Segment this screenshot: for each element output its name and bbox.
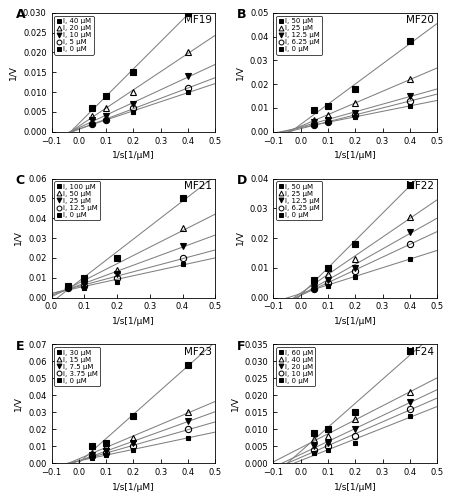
Legend: I, 100 μM, I, 50 μM, I, 25 μM, I, 12.5 μM, I, 0 μM: I, 100 μM, I, 50 μM, I, 25 μM, I, 12.5 μ…	[54, 182, 100, 220]
Text: MF23: MF23	[184, 346, 212, 356]
Text: C: C	[15, 174, 24, 187]
X-axis label: 1/s[1/μM]: 1/s[1/μM]	[112, 317, 154, 326]
Text: MF19: MF19	[184, 15, 212, 25]
X-axis label: 1/s[1/μM]: 1/s[1/μM]	[112, 482, 154, 492]
Y-axis label: 1/V: 1/V	[230, 396, 239, 411]
X-axis label: 1/s[1/μM]: 1/s[1/μM]	[112, 151, 154, 160]
Text: D: D	[237, 174, 247, 187]
Legend: I, 40 μM, I, 20 μM, I, 10 μM, I, 5 μM, I, 0 μM: I, 40 μM, I, 20 μM, I, 10 μM, I, 5 μM, I…	[54, 16, 93, 54]
Legend: I, 50 μM, I, 25 μM, I, 12.5 μM, I, 6.25 μM, I, 0 μM: I, 50 μM, I, 25 μM, I, 12.5 μM, I, 6.25 …	[276, 16, 321, 54]
X-axis label: 1/s[1/μM]: 1/s[1/μM]	[333, 151, 376, 160]
Y-axis label: 1/V: 1/V	[14, 396, 23, 411]
Y-axis label: 1/V: 1/V	[8, 65, 17, 80]
Text: MF24: MF24	[405, 346, 433, 356]
Text: B: B	[237, 8, 246, 21]
Legend: I, 60 μM, I, 40 μM, I, 20 μM, I, 10 μM, I, 0 μM: I, 60 μM, I, 40 μM, I, 20 μM, I, 10 μM, …	[276, 347, 315, 386]
Y-axis label: 1/V: 1/V	[235, 230, 244, 246]
Y-axis label: 1/V: 1/V	[235, 65, 244, 80]
Legend: I, 50 μM, I, 25 μM, I, 12.5 μM, I, 6.25 μM, I, 0 μM: I, 50 μM, I, 25 μM, I, 12.5 μM, I, 6.25 …	[276, 182, 321, 220]
Text: A: A	[15, 8, 25, 21]
Text: E: E	[15, 340, 24, 352]
Text: MF21: MF21	[184, 181, 212, 191]
Text: F: F	[237, 340, 245, 352]
Y-axis label: 1/V: 1/V	[14, 230, 23, 246]
X-axis label: 1/s[1/μM]: 1/s[1/μM]	[333, 482, 376, 492]
Legend: I, 30 μM, I, 15 μM, I, 7.5 μM, I, 3.75 μM, I, 0 μM: I, 30 μM, I, 15 μM, I, 7.5 μM, I, 3.75 μ…	[54, 347, 100, 386]
X-axis label: 1/s[1/μM]: 1/s[1/μM]	[333, 317, 376, 326]
Text: MF20: MF20	[405, 15, 433, 25]
Text: MF22: MF22	[405, 181, 433, 191]
